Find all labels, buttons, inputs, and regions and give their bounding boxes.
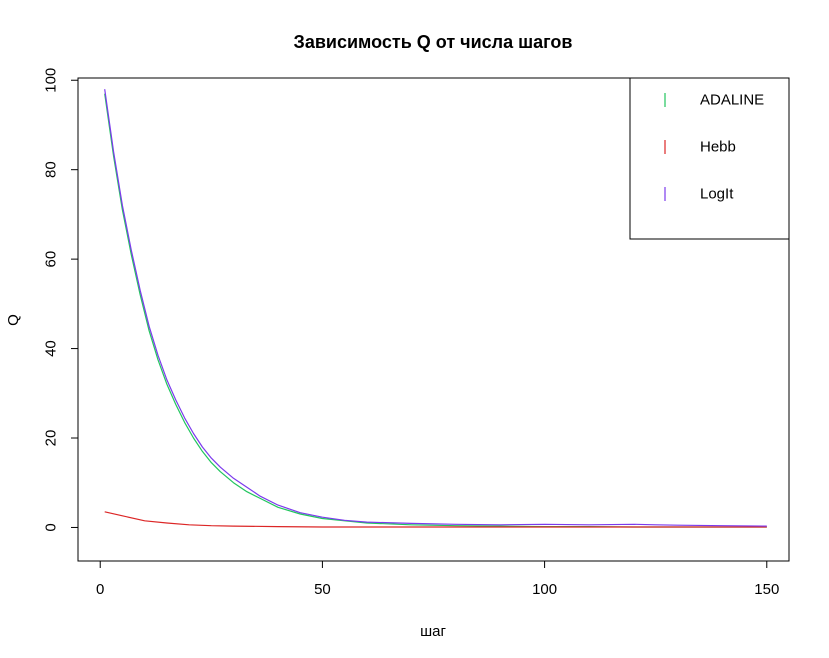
y-tick-label: 60 [43, 251, 60, 268]
legend-label-hebb: Hebb [700, 139, 736, 156]
y-axis: 0 20 40 60 80 100 [43, 68, 78, 532]
x-tick-label: 50 [314, 581, 331, 598]
y-tick-label: 100 [43, 68, 60, 93]
legend-label-logit: LogIt [700, 186, 734, 203]
y-axis-label: Q [5, 314, 22, 326]
legend-box [629, 77, 790, 240]
legend-label-adaline: ADALINE [700, 92, 764, 109]
y-tick-label: 40 [43, 340, 60, 357]
series-line-logit [104, 89, 767, 527]
y-tick-label: 0 [43, 523, 60, 531]
y-tick-label: 80 [43, 161, 60, 178]
x-tick-label: 100 [532, 581, 557, 598]
plot-frame [77, 77, 790, 562]
x-tick-label: 150 [754, 581, 779, 598]
y-tick-label: 20 [43, 430, 60, 447]
x-axis: 0 50 100 150 [96, 561, 779, 598]
series-layer [104, 89, 767, 528]
x-tick-label: 0 [96, 581, 104, 598]
legend: ADALINE Hebb LogIt [629, 77, 790, 240]
chart-title: Зависимость Q от числа шагов [294, 32, 573, 52]
x-axis-label: шаг [420, 623, 446, 640]
series-line-hebb [104, 511, 767, 528]
